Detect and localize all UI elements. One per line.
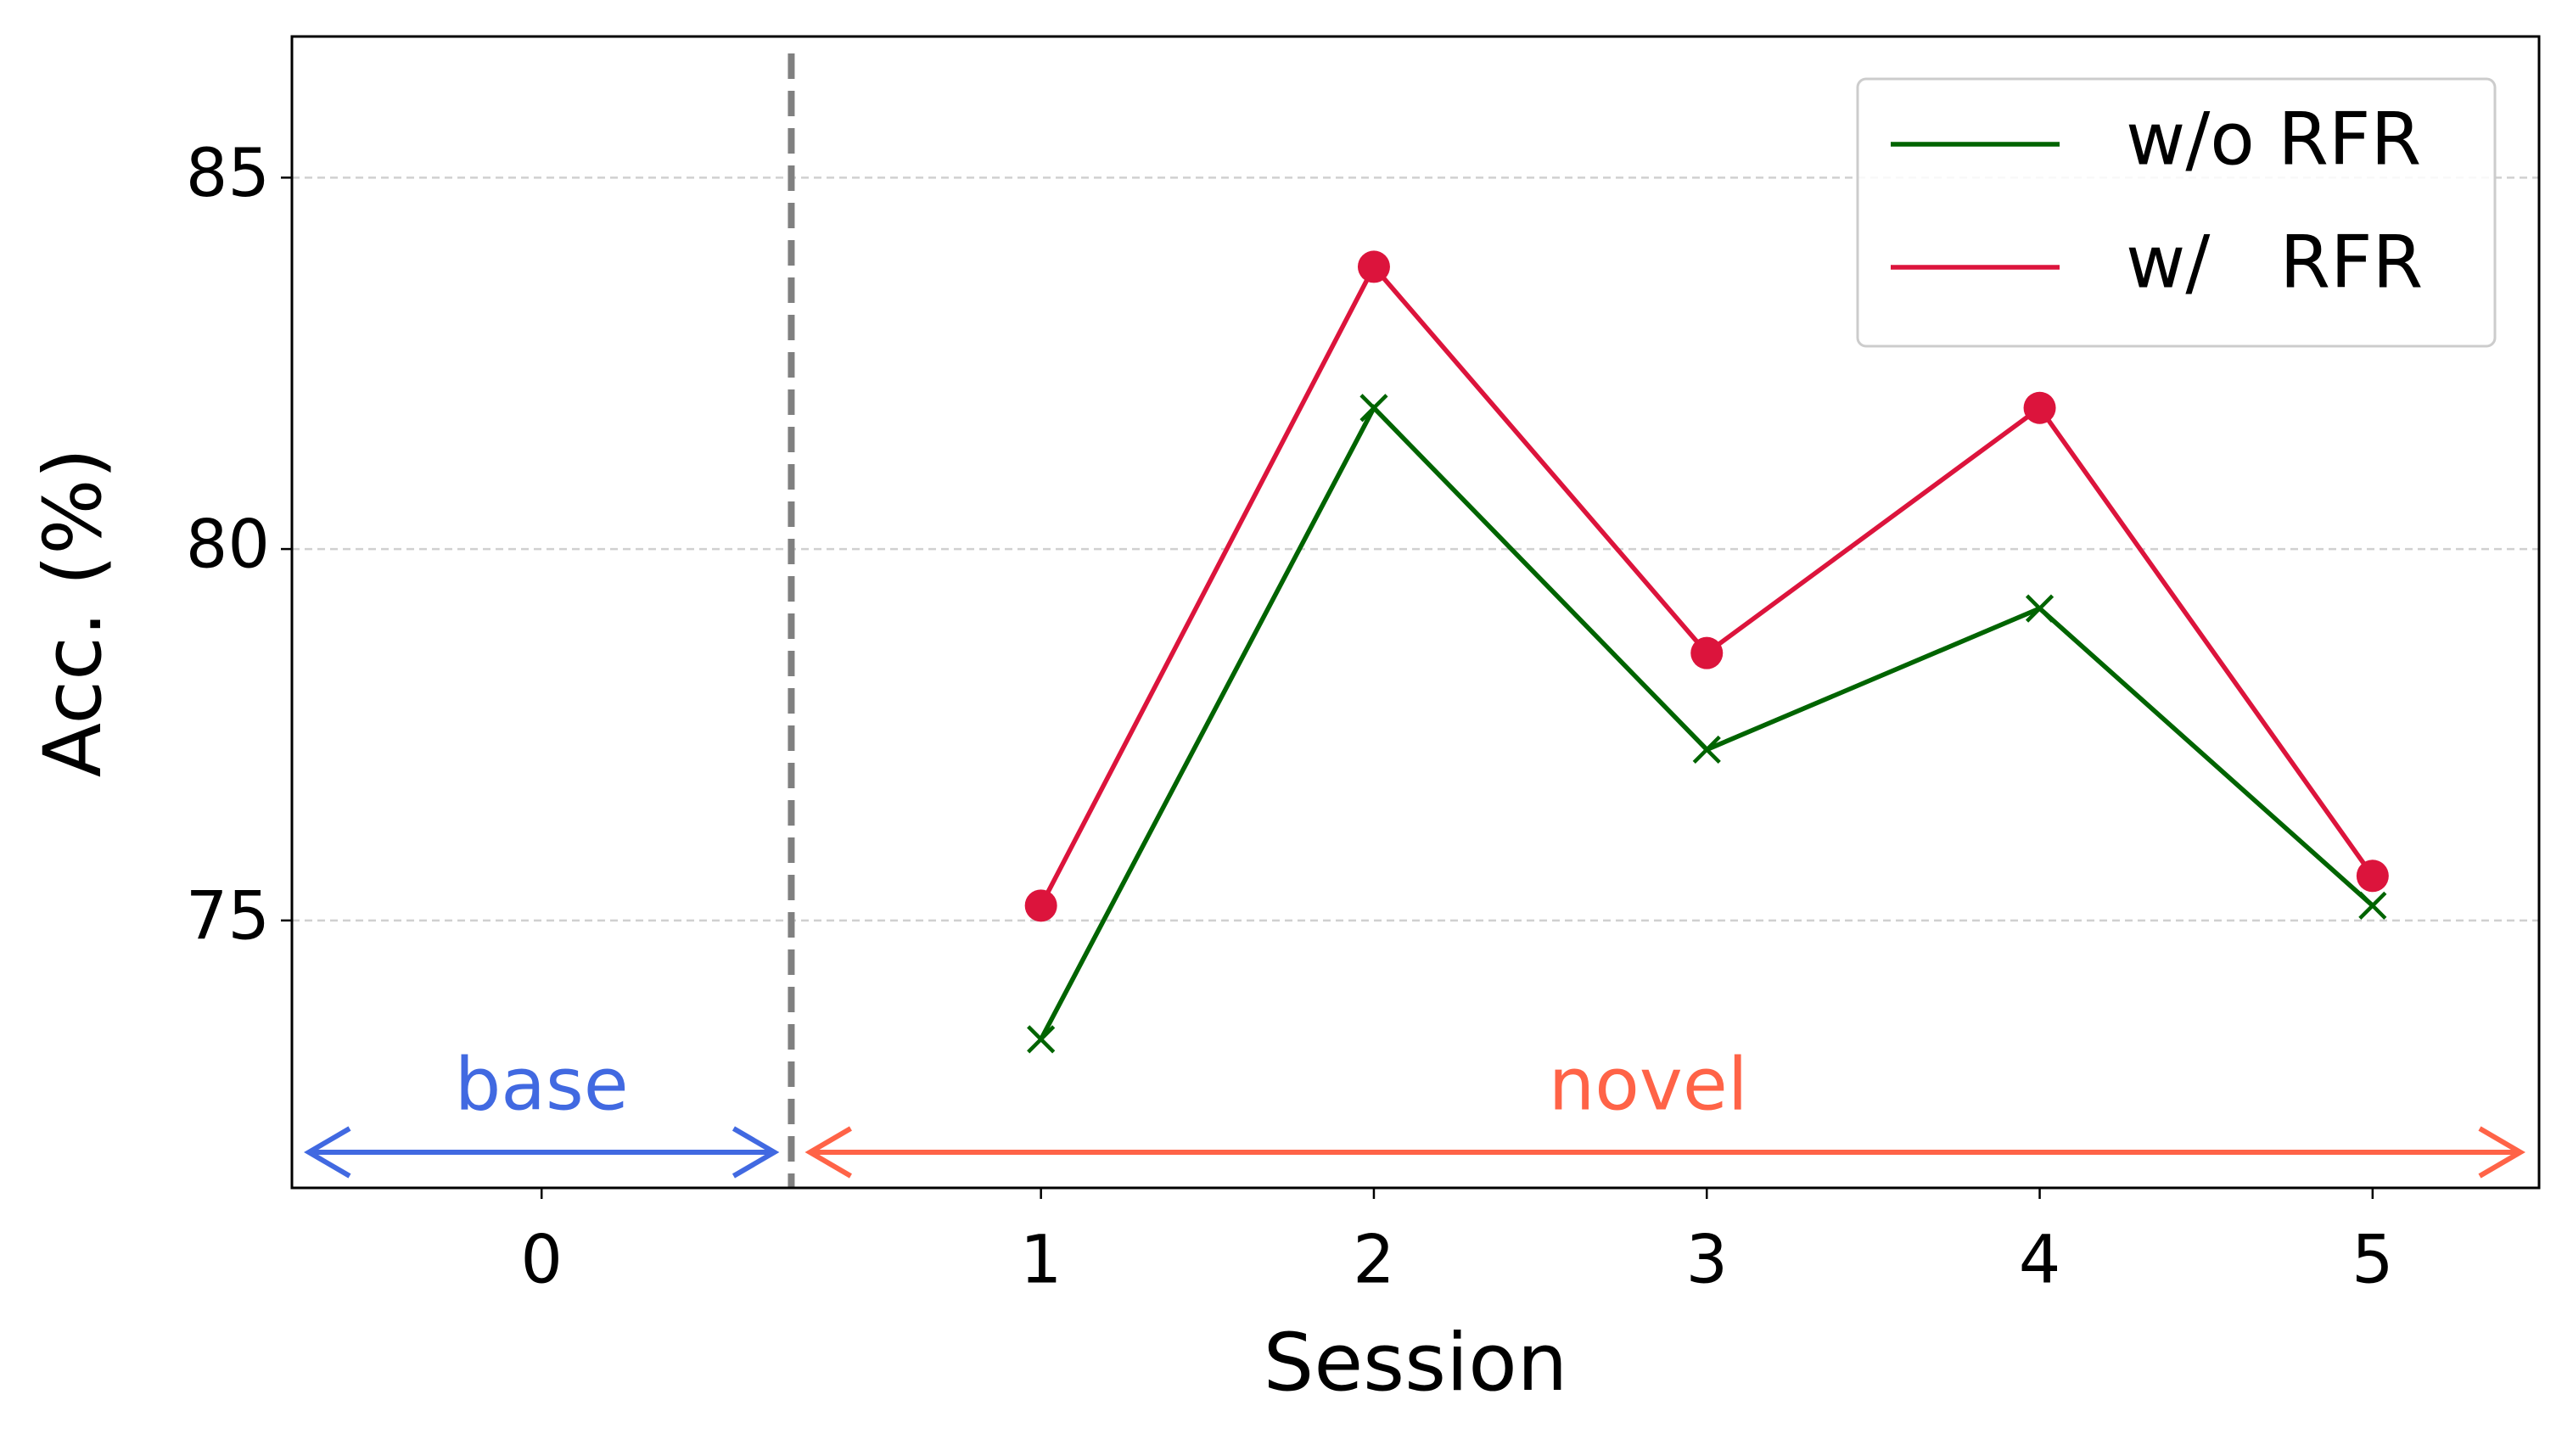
y-tick-label: 75 bbox=[186, 878, 270, 955]
arrow-head bbox=[732, 1126, 780, 1179]
x-tick-label: 2 bbox=[1353, 1222, 1395, 1298]
marker bbox=[1690, 636, 1724, 669]
legend-label: w/o RFR bbox=[2126, 97, 2421, 182]
arrow-head bbox=[2478, 1126, 2525, 1179]
marker bbox=[1359, 394, 1388, 423]
marker bbox=[1357, 250, 1390, 283]
y-tick-label: 80 bbox=[186, 507, 270, 584]
annotation: novel bbox=[1549, 1042, 1748, 1127]
arrow-head bbox=[304, 1126, 351, 1179]
legend-label: w/ RFR bbox=[2126, 220, 2423, 305]
marker bbox=[2358, 891, 2387, 920]
marker bbox=[1692, 735, 1721, 764]
y-tick-label: 85 bbox=[186, 136, 270, 212]
arrow-head bbox=[804, 1126, 852, 1179]
marker bbox=[1027, 1025, 1056, 1054]
marker bbox=[2025, 594, 2054, 623]
marker bbox=[1024, 889, 1057, 922]
x-tick-label: 3 bbox=[1685, 1222, 1728, 1298]
annotation: base bbox=[455, 1042, 629, 1127]
x-tick-label: 1 bbox=[1020, 1222, 1062, 1298]
plot-frame bbox=[290, 35, 2541, 1190]
x-tick-label: 5 bbox=[2352, 1222, 2394, 1298]
marker bbox=[2023, 391, 2056, 424]
x-tick-label: 0 bbox=[520, 1222, 563, 1298]
x-tick-label: 4 bbox=[2019, 1222, 2061, 1298]
x-axis-label: Session bbox=[1264, 1317, 1568, 1409]
marker bbox=[2356, 860, 2389, 893]
y-axis-label: Acc. (%) bbox=[27, 448, 120, 777]
